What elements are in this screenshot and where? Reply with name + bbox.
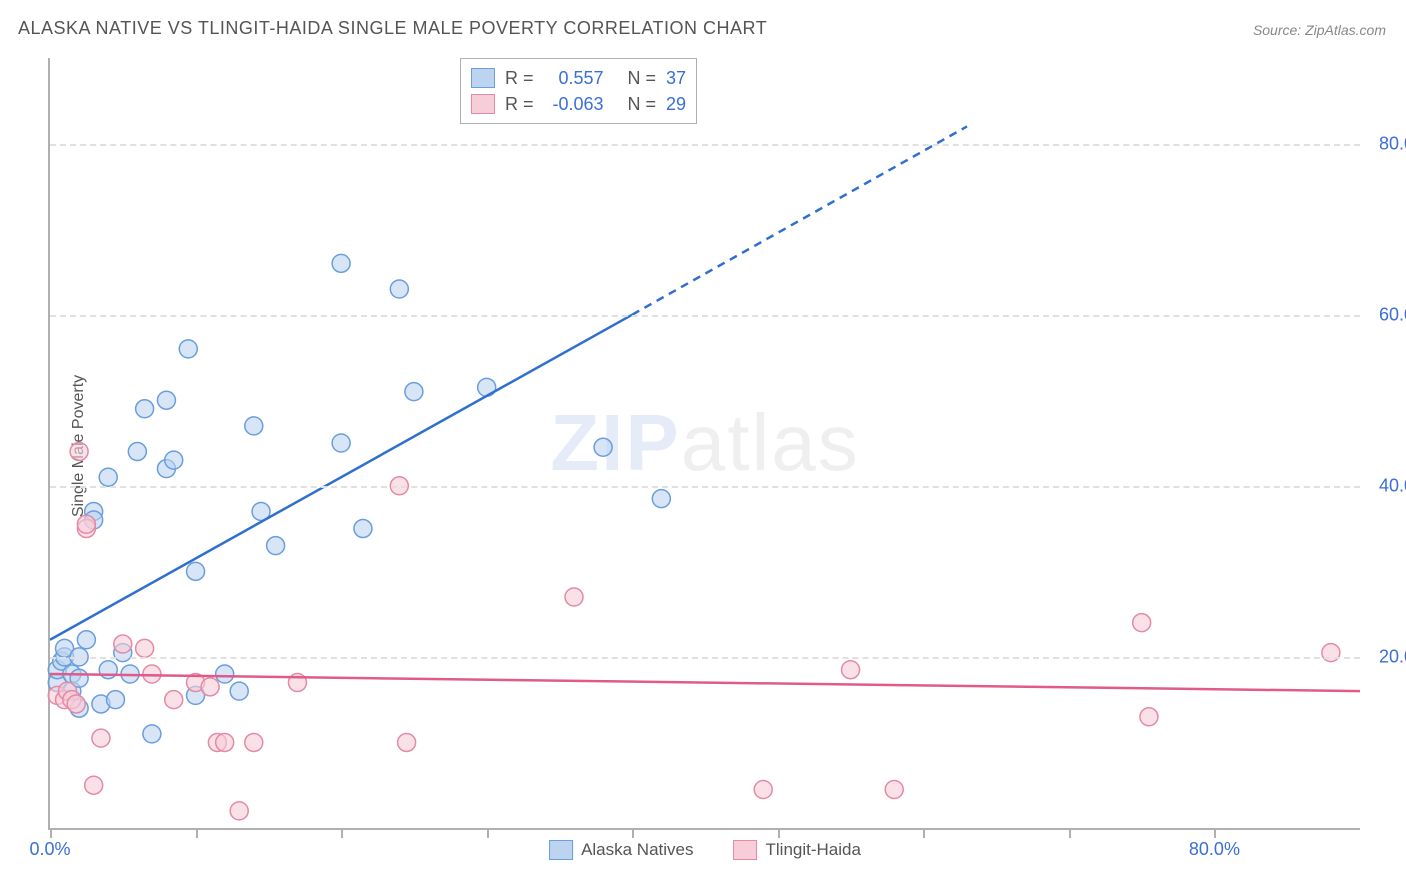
ytick-label: 40.0% <box>1370 475 1406 496</box>
stat-n-label-2: N = <box>628 94 657 115</box>
legend-item-1: Alaska Natives <box>549 840 693 860</box>
data-point <box>245 733 263 751</box>
legend-label-1: Alaska Natives <box>581 840 693 860</box>
xtick <box>1069 828 1071 838</box>
data-point <box>99 468 117 486</box>
chart-container: ALASKA NATIVE VS TLINGIT-HAIDA SINGLE MA… <box>0 0 1406 892</box>
data-point <box>885 781 903 799</box>
xtick <box>196 828 198 838</box>
data-point <box>187 562 205 580</box>
stat-r-label-1: R = <box>505 68 534 89</box>
xtick <box>1214 828 1216 838</box>
data-point <box>157 391 175 409</box>
xtick <box>778 828 780 838</box>
source-label: Source: ZipAtlas.com <box>1253 22 1386 38</box>
xtick <box>632 828 634 838</box>
data-point <box>92 729 110 747</box>
stats-row-1: R = 0.557 N = 37 <box>471 65 686 91</box>
data-point <box>201 678 219 696</box>
data-point <box>230 802 248 820</box>
data-point <box>77 515 95 533</box>
data-point <box>165 691 183 709</box>
trend-line-dashed <box>632 126 967 314</box>
data-point <box>332 254 350 272</box>
xtick-label-max: 80.0% <box>1189 839 1240 860</box>
legend-item-2: Tlingit-Haida <box>734 840 861 860</box>
stats-row-2: R = -0.063 N = 29 <box>471 91 686 117</box>
data-point <box>136 639 154 657</box>
data-point <box>1140 708 1158 726</box>
data-point <box>332 434 350 452</box>
swatch-series-2 <box>471 94 495 114</box>
data-point <box>230 682 248 700</box>
trend-line <box>50 315 632 640</box>
swatch-series-1 <box>471 68 495 88</box>
xtick <box>923 828 925 838</box>
data-point <box>165 451 183 469</box>
ytick-label: 60.0% <box>1370 304 1406 325</box>
data-point <box>114 635 132 653</box>
data-point <box>216 733 234 751</box>
data-point <box>67 695 85 713</box>
gridline <box>50 144 1360 146</box>
legend-swatch-2 <box>734 840 758 860</box>
legend-label-2: Tlingit-Haida <box>766 840 861 860</box>
gridline <box>50 315 1360 317</box>
data-point <box>70 443 88 461</box>
data-point <box>216 665 234 683</box>
data-point <box>128 443 146 461</box>
data-point <box>594 438 612 456</box>
data-point <box>1322 644 1340 662</box>
data-point <box>77 631 95 649</box>
chart-title: ALASKA NATIVE VS TLINGIT-HAIDA SINGLE MA… <box>18 18 767 39</box>
stat-n-label-1: N = <box>628 68 657 89</box>
xtick <box>487 828 489 838</box>
plot-area: ZIPatlas R = 0.557 N = 37 R = -0.063 N =… <box>48 58 1360 830</box>
data-point <box>398 733 416 751</box>
legend-swatch-1 <box>549 840 573 860</box>
bottom-legend: Alaska Natives Tlingit-Haida <box>549 840 861 860</box>
data-point <box>565 588 583 606</box>
data-point <box>354 520 372 538</box>
stat-r-label-2: R = <box>505 94 534 115</box>
data-point <box>143 725 161 743</box>
stat-n-value-2: 29 <box>666 94 686 115</box>
data-point <box>107 691 125 709</box>
xtick <box>50 828 52 838</box>
gridline <box>50 486 1360 488</box>
data-point <box>179 340 197 358</box>
data-point <box>1133 614 1151 632</box>
data-point <box>85 776 103 794</box>
xtick-label-min: 0.0% <box>29 839 70 860</box>
data-point <box>754 781 772 799</box>
plot-svg <box>50 58 1360 828</box>
gridline <box>50 657 1360 659</box>
data-point <box>405 383 423 401</box>
data-point <box>842 661 860 679</box>
stat-r-value-1: 0.557 <box>544 68 604 89</box>
stats-box: R = 0.557 N = 37 R = -0.063 N = 29 <box>460 58 697 124</box>
stat-r-value-2: -0.063 <box>544 94 604 115</box>
ytick-label: 80.0% <box>1370 133 1406 154</box>
data-point <box>390 280 408 298</box>
xtick <box>341 828 343 838</box>
data-point <box>267 537 285 555</box>
data-point <box>245 417 263 435</box>
data-point <box>652 490 670 508</box>
ytick-label: 20.0% <box>1370 646 1406 667</box>
stat-n-value-1: 37 <box>666 68 686 89</box>
data-point <box>136 400 154 418</box>
